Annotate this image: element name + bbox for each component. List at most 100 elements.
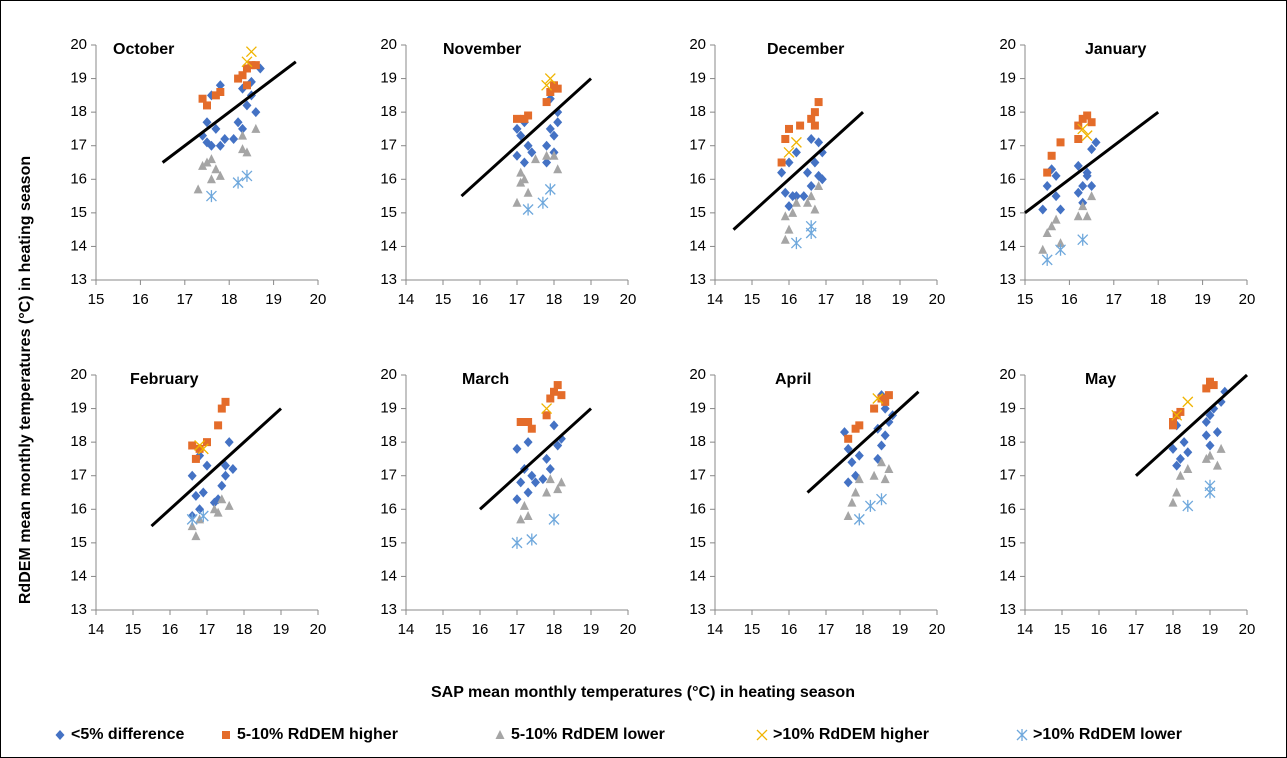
- x-tick-label: 17: [509, 291, 526, 308]
- y-tick-label: 15: [999, 204, 1016, 221]
- legend-label: >10% RdDEM lower: [1033, 726, 1182, 743]
- reference-line: [1024, 110, 1160, 215]
- x-tick-label: 15: [435, 291, 452, 308]
- point: [1078, 181, 1088, 191]
- x-tick-label: 19: [892, 621, 909, 638]
- point: [191, 531, 201, 541]
- y-tick-label: 20: [70, 366, 87, 383]
- point: [1183, 447, 1193, 458]
- y-tick-label: 17: [70, 467, 87, 484]
- point: [1182, 396, 1194, 408]
- point: [1056, 204, 1066, 215]
- y-tick-label: 16: [689, 500, 706, 517]
- y-tick-label: 18: [689, 433, 706, 450]
- chart-title: February: [130, 371, 199, 388]
- y-tick-label: 17: [380, 467, 397, 484]
- point: [512, 494, 522, 505]
- point: [542, 411, 551, 420]
- point: [876, 493, 887, 506]
- chart-title: March: [462, 371, 509, 388]
- point: [217, 480, 227, 491]
- x-tick-label: 14: [398, 621, 415, 638]
- y-tick-label: 13: [380, 601, 397, 618]
- x-tick-label: 16: [162, 621, 179, 638]
- point: [205, 190, 217, 203]
- y-tick-label: 13: [689, 271, 706, 288]
- reference-line: [806, 390, 920, 494]
- point: [1073, 160, 1083, 171]
- point: [242, 81, 251, 90]
- point: [195, 504, 205, 515]
- point: [524, 111, 533, 120]
- point: [810, 108, 819, 117]
- x-tick-label: 16: [1091, 621, 1108, 638]
- point: [215, 140, 225, 151]
- y-tick-label: 18: [999, 433, 1016, 450]
- chart-title: October: [113, 41, 174, 58]
- chart-title: April: [775, 371, 811, 388]
- point: [238, 130, 248, 140]
- point: [553, 381, 562, 390]
- point: [777, 158, 786, 167]
- y-tick-label: 19: [999, 400, 1016, 417]
- y-tick-label: 13: [70, 601, 87, 618]
- point: [840, 427, 849, 438]
- point: [527, 424, 536, 433]
- point: [516, 130, 526, 141]
- y-tick-label: 15: [999, 534, 1016, 551]
- point: [1172, 460, 1182, 471]
- point: [251, 123, 261, 133]
- x-tick-label: 19: [892, 291, 909, 308]
- x-tick-label: 18: [1165, 621, 1182, 638]
- point: [206, 154, 216, 164]
- x-tick-label: 20: [929, 291, 946, 308]
- chart-title: May: [1085, 371, 1116, 388]
- y-tick-label: 16: [70, 170, 87, 187]
- point: [513, 114, 521, 123]
- point: [232, 176, 244, 189]
- point: [553, 440, 563, 451]
- point: [211, 123, 221, 134]
- point: [546, 88, 555, 96]
- x-tick-label: 18: [221, 291, 238, 308]
- point: [512, 197, 522, 207]
- x-tick-label: 15: [88, 291, 105, 308]
- y-tick-label: 18: [999, 103, 1016, 120]
- point: [854, 450, 864, 461]
- point: [527, 147, 537, 158]
- point: [814, 137, 824, 148]
- y-tick-label: 18: [689, 103, 706, 120]
- point: [1209, 381, 1218, 390]
- point: [516, 514, 526, 524]
- legend-marker: [756, 729, 768, 741]
- y-tick-label: 14: [689, 567, 706, 584]
- point: [884, 391, 893, 400]
- point: [216, 88, 225, 96]
- point: [241, 169, 253, 182]
- point: [211, 164, 221, 174]
- y-tick-label: 13: [380, 271, 397, 288]
- point: [511, 536, 523, 549]
- y-tick-label: 16: [689, 170, 706, 187]
- point: [796, 121, 805, 130]
- point: [191, 454, 200, 463]
- y-tick-label: 16: [999, 500, 1016, 517]
- point: [1204, 479, 1216, 492]
- x-tick-label: 20: [620, 291, 637, 308]
- y-tick-label: 15: [70, 204, 87, 221]
- point: [851, 487, 861, 497]
- point: [1074, 135, 1083, 143]
- point: [537, 196, 549, 209]
- point: [1082, 167, 1092, 178]
- point: [247, 61, 256, 70]
- point: [810, 121, 819, 130]
- point: [803, 197, 812, 207]
- point: [1056, 138, 1065, 147]
- point: [855, 421, 864, 430]
- point: [884, 464, 894, 473]
- point: [1212, 460, 1222, 470]
- point: [542, 487, 552, 497]
- point: [790, 136, 802, 148]
- reference-line: [478, 407, 593, 511]
- x-tick-label: 18: [236, 621, 253, 638]
